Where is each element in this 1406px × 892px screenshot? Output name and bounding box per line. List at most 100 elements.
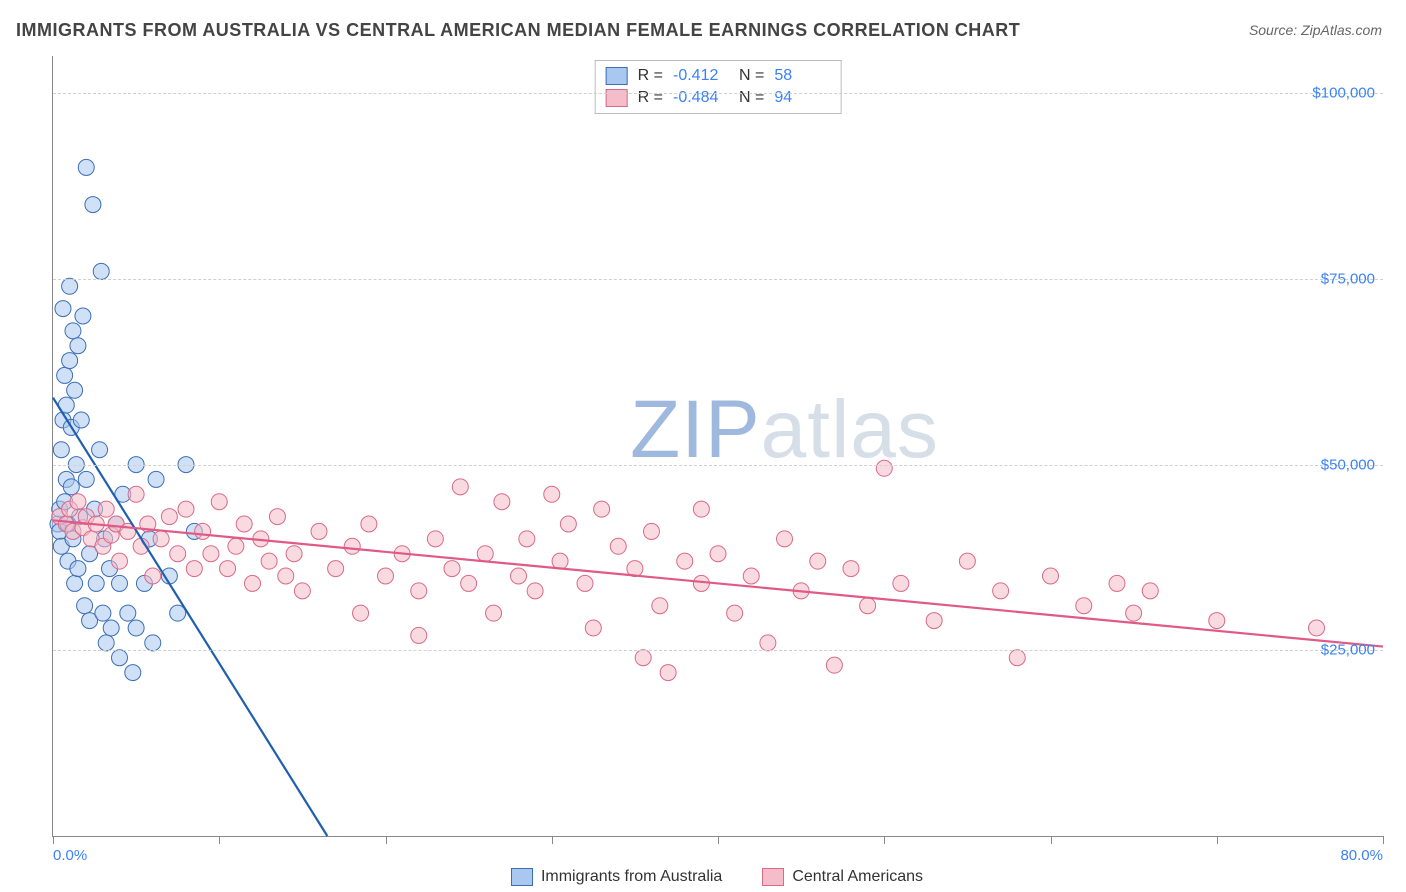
data-point-central (294, 583, 310, 599)
data-point-central (178, 501, 194, 517)
data-point-central (286, 546, 302, 562)
data-point-central (278, 568, 294, 584)
data-point-australia (77, 598, 93, 614)
data-point-central (211, 494, 227, 510)
data-point-central (353, 605, 369, 621)
legend-item-australia: Immigrants from Australia (511, 868, 722, 886)
x-tick (219, 836, 220, 844)
plot-area: ZIPatlas R = -0.412 N = 58 R = -0.484 N … (52, 56, 1383, 837)
data-point-central (519, 531, 535, 547)
data-point-australia (70, 338, 86, 354)
data-point-central (1126, 605, 1142, 621)
data-point-central (452, 479, 468, 495)
data-point-central (893, 575, 909, 591)
data-point-central (810, 553, 826, 569)
series-label-australia: Immigrants from Australia (541, 868, 722, 886)
data-point-central (1209, 613, 1225, 629)
r-value-central: -0.484 (673, 89, 729, 107)
data-point-central (477, 546, 493, 562)
data-point-australia (53, 442, 69, 458)
series-label-central: Central Americans (792, 868, 923, 886)
data-point-central (710, 546, 726, 562)
data-point-central (70, 494, 86, 510)
x-tick-label: 80.0% (1340, 847, 1383, 864)
gridline-h (53, 650, 1383, 651)
legend-correlation: R = -0.412 N = 58 R = -0.484 N = 94 (595, 60, 842, 114)
data-point-central (652, 598, 668, 614)
data-point-australia (103, 620, 119, 636)
data-point-central (361, 516, 377, 532)
data-point-central (860, 598, 876, 614)
data-point-central (760, 635, 776, 651)
data-point-central (527, 583, 543, 599)
y-tick-label: $50,000 (1321, 456, 1375, 473)
data-point-australia (62, 353, 78, 369)
data-point-central (344, 538, 360, 554)
n-prefix: N = (739, 67, 764, 85)
y-tick-label: $75,000 (1321, 270, 1375, 287)
data-point-central (644, 523, 660, 539)
n-value-central: 94 (774, 89, 830, 107)
data-point-australia (92, 442, 108, 458)
data-point-australia (98, 635, 114, 651)
swatch-australia (511, 868, 533, 886)
x-tick (718, 836, 719, 844)
data-point-australia (57, 367, 73, 383)
data-point-central (1043, 568, 1059, 584)
r-prefix: R = (638, 67, 663, 85)
data-point-central (677, 553, 693, 569)
x-tick (884, 836, 885, 844)
x-tick (1217, 836, 1218, 844)
r-value-australia: -0.412 (673, 67, 729, 85)
data-point-central (1009, 650, 1025, 666)
data-point-central (461, 575, 477, 591)
gridline-h (53, 279, 1383, 280)
data-point-australia (67, 575, 83, 591)
r-prefix: R = (638, 89, 663, 107)
data-point-australia (78, 159, 94, 175)
data-point-central (610, 538, 626, 554)
data-point-australia (55, 301, 71, 317)
data-point-central (411, 583, 427, 599)
chart-svg (53, 56, 1383, 836)
data-point-central (170, 546, 186, 562)
data-point-central (826, 657, 842, 673)
data-point-central (635, 650, 651, 666)
data-point-central (1309, 620, 1325, 636)
data-point-australia (70, 561, 86, 577)
data-point-australia (112, 650, 128, 666)
data-point-central (220, 561, 236, 577)
data-point-central (161, 509, 177, 525)
data-point-australia (78, 471, 94, 487)
data-point-central (1109, 575, 1125, 591)
chart-title: IMMIGRANTS FROM AUSTRALIA VS CENTRAL AME… (16, 20, 1020, 41)
data-point-australia (95, 605, 111, 621)
data-point-central (311, 523, 327, 539)
data-point-central (328, 561, 344, 577)
x-tick (53, 836, 54, 844)
data-point-central (594, 501, 610, 517)
gridline-h (53, 465, 1383, 466)
data-point-australia (148, 471, 164, 487)
data-point-central (411, 627, 427, 643)
data-point-central (186, 561, 202, 577)
data-point-central (494, 494, 510, 510)
data-point-central (195, 523, 211, 539)
data-point-australia (67, 382, 83, 398)
data-point-central (1142, 583, 1158, 599)
data-point-central (1076, 598, 1092, 614)
data-point-central (427, 531, 443, 547)
data-point-australia (93, 263, 109, 279)
data-point-central (378, 568, 394, 584)
data-point-australia (85, 197, 101, 213)
data-point-central (727, 605, 743, 621)
data-point-central (128, 486, 144, 502)
data-point-central (876, 460, 892, 476)
swatch-australia (606, 67, 628, 85)
data-point-central (269, 509, 285, 525)
y-tick-label: $100,000 (1312, 85, 1375, 102)
data-point-australia (62, 278, 78, 294)
data-point-central (552, 553, 568, 569)
data-point-central (203, 546, 219, 562)
x-tick-label: 0.0% (53, 847, 87, 864)
